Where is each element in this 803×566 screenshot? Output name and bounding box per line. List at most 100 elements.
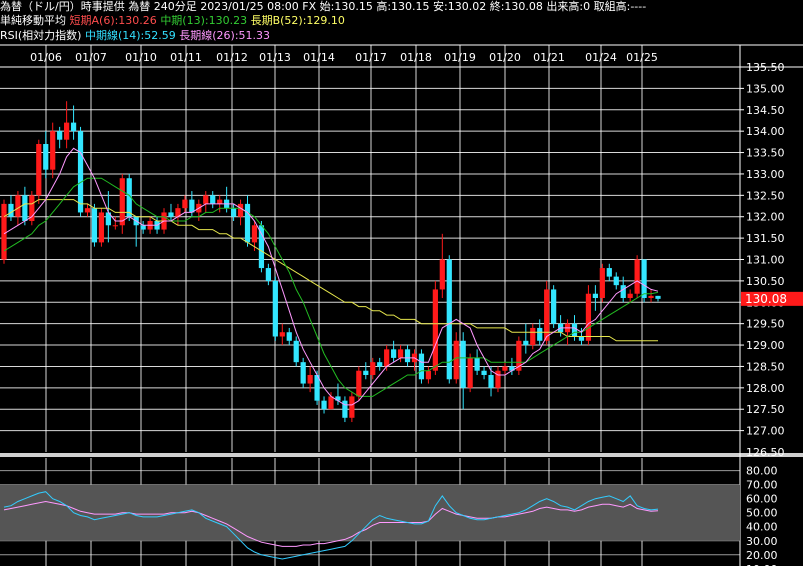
- candle-body: [432, 289, 438, 371]
- candle-body: [182, 199, 188, 209]
- candle-body: [551, 289, 557, 324]
- grid: [0, 44, 803, 566]
- candle-body: [627, 293, 633, 298]
- rsi-mid-line: [3, 491, 659, 560]
- rsi-tick-label: 50.00: [746, 507, 778, 520]
- date-label: 01/07: [75, 51, 107, 64]
- candle-body: [293, 340, 299, 363]
- candle-body: [342, 400, 348, 418]
- candle-body: [530, 327, 536, 346]
- y-tick-label: 127.50: [746, 403, 785, 416]
- y-tick-label: 131.00: [746, 254, 785, 267]
- candle-body: [29, 195, 35, 221]
- date-label: 01/06: [30, 51, 62, 64]
- candle-body: [175, 208, 181, 217]
- candle-body: [22, 195, 28, 221]
- candle-body: [425, 370, 432, 380]
- candle-body: [119, 178, 125, 226]
- instrument-info: 為替（ドル/円）時事提供 為替 240分足 2023/01/25 08:00 F…: [0, 0, 647, 13]
- ma-short-value: 短期A(6):130.26: [69, 14, 157, 27]
- candle-body: [585, 293, 592, 341]
- candle-body: [460, 340, 466, 388]
- candle-body: [57, 131, 63, 140]
- y-tick-label: 129.00: [746, 339, 785, 352]
- candle-body: [648, 295, 654, 298]
- rsi-panel: [0, 484, 740, 560]
- date-label: 01/21: [533, 51, 565, 64]
- candle-body: [356, 370, 362, 397]
- ma-short-line: [3, 147, 659, 406]
- y-tick-label: 135.00: [746, 82, 785, 95]
- price-axis: 135.00 134.50 134.00 133.50 133.00 132.50 132.…: [740, 61, 803, 459]
- ma-mid-line: [3, 177, 659, 397]
- candle-body: [105, 212, 111, 226]
- y-tick-label: 131.50: [746, 232, 785, 245]
- candle-body: [321, 400, 327, 410]
- y-tick-label: 126.50: [746, 446, 785, 459]
- candle-body: [210, 195, 216, 204]
- candle-body: [370, 362, 376, 375]
- candle-body: [606, 268, 612, 277]
- candle-body: [77, 131, 84, 213]
- candle-body: [64, 122, 70, 140]
- candle-body: [495, 370, 501, 388]
- y-tick-label: 133.50: [746, 147, 785, 160]
- last-price-label: 130.08: [745, 292, 787, 306]
- candle-body: [8, 203, 14, 217]
- x-axis-date-labels: 01/06 01/07 01/10 01/11 01/12 01/13 01/14 01/17…: [30, 51, 658, 64]
- candle-body: [502, 366, 508, 371]
- candle-body: [126, 178, 132, 217]
- y-tick-label: 132.50: [746, 189, 785, 202]
- candle-body: [481, 370, 487, 375]
- candle-body: [286, 332, 292, 341]
- candle-body: [91, 208, 98, 243]
- candle-body: [446, 259, 452, 380]
- candle-body: [1, 203, 7, 260]
- candle-body: [189, 199, 195, 213]
- candle-body: [509, 366, 515, 371]
- candle-body: [237, 203, 244, 217]
- ma-legend: 単純移動平均 短期A(6):130.26 中期(13):130.23 長期B(5…: [0, 14, 345, 28]
- candle-body: [488, 375, 494, 388]
- rsi-tick-label: 10.00: [746, 563, 778, 566]
- candle-body: [523, 340, 529, 346]
- y-tick-label: 135.50: [746, 61, 785, 74]
- candle-body: [70, 122, 77, 132]
- ma-label: 単純移動平均: [0, 14, 66, 27]
- date-label: 01/14: [303, 51, 335, 64]
- candle-body: [377, 362, 383, 367]
- y-tick-label: 128.50: [746, 360, 785, 373]
- candle-body: [300, 362, 306, 384]
- date-label: 01/10: [125, 51, 157, 64]
- candle-body: [418, 353, 425, 380]
- candle-body: [272, 280, 278, 337]
- candle-body: [314, 375, 320, 401]
- candle-body: [140, 225, 146, 230]
- date-label: 01/12: [216, 51, 248, 64]
- candle-body: [613, 276, 619, 286]
- rsi-tick-label: 60.00: [746, 493, 778, 506]
- candle-body: [251, 225, 258, 243]
- candle-body: [592, 293, 598, 298]
- candle-body: [641, 259, 647, 298]
- date-label: 01/11: [170, 51, 202, 64]
- last-price-badge: [741, 291, 803, 306]
- candle-body: [474, 357, 480, 371]
- date-label: 01/13: [259, 51, 291, 64]
- candle-body: [620, 285, 626, 298]
- candle-body: [453, 340, 459, 380]
- rsi-mid-value: 中期線(14):52.59: [84, 29, 176, 42]
- y-tick-label: 132.00: [746, 211, 785, 224]
- rsi-long-line: [3, 500, 659, 547]
- candle-body: [537, 327, 543, 341]
- rsi-tick-label: 20.00: [746, 549, 778, 562]
- date-label: 01/18: [400, 51, 432, 64]
- candle-body: [391, 349, 397, 358]
- date-label: 01/25: [626, 51, 658, 64]
- candle-body: [363, 370, 369, 375]
- y-tick-label: 128.00: [746, 382, 785, 395]
- candle-body: [112, 225, 118, 227]
- candle-body: [349, 396, 355, 418]
